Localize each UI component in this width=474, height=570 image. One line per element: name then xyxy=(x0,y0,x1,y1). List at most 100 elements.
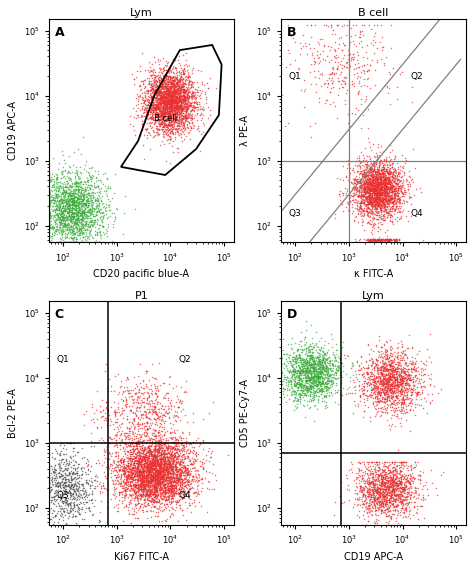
Point xyxy=(46,193,53,202)
Point xyxy=(156,119,164,128)
Point xyxy=(348,358,356,367)
Point xyxy=(189,66,196,75)
Point xyxy=(152,101,159,110)
Point xyxy=(85,495,92,504)
Point xyxy=(161,111,168,120)
Point xyxy=(172,95,179,104)
Point xyxy=(331,374,338,383)
Point xyxy=(182,60,190,69)
Point xyxy=(182,115,190,124)
Point xyxy=(201,474,209,483)
Point xyxy=(316,369,324,378)
Point xyxy=(338,82,346,91)
Point xyxy=(167,454,175,463)
Point xyxy=(360,225,367,234)
Point xyxy=(61,205,69,214)
Point xyxy=(322,362,329,371)
Point xyxy=(144,413,152,422)
Point xyxy=(68,480,75,489)
Point xyxy=(298,344,306,353)
Point xyxy=(109,238,117,247)
Point xyxy=(370,488,378,497)
Point xyxy=(181,92,188,101)
Point xyxy=(311,359,319,368)
Point xyxy=(365,508,373,517)
Point xyxy=(76,194,83,203)
Point xyxy=(380,374,388,383)
Point xyxy=(405,372,412,381)
Point xyxy=(389,182,396,191)
Point xyxy=(74,178,82,188)
Point xyxy=(54,478,62,487)
Point xyxy=(336,174,344,184)
Point xyxy=(376,225,383,234)
Point xyxy=(143,478,151,487)
Point xyxy=(161,92,168,101)
Point xyxy=(294,382,301,391)
Point xyxy=(374,374,382,383)
Point xyxy=(158,74,165,83)
Point xyxy=(80,176,88,185)
Point xyxy=(46,200,53,209)
Point xyxy=(78,214,85,223)
Point xyxy=(89,198,96,207)
Point xyxy=(296,389,303,398)
Point xyxy=(132,504,139,513)
Point xyxy=(114,468,121,477)
Point xyxy=(163,500,171,509)
Point xyxy=(158,410,166,420)
Point xyxy=(310,363,318,372)
Point xyxy=(366,197,374,206)
Point xyxy=(392,375,400,384)
Point xyxy=(335,77,342,86)
Point xyxy=(389,474,397,483)
Point xyxy=(361,490,369,499)
Point xyxy=(160,82,167,91)
Point xyxy=(89,205,96,214)
Point xyxy=(179,89,186,98)
Point xyxy=(381,394,388,404)
Point xyxy=(382,172,389,181)
Point xyxy=(83,233,91,242)
Point xyxy=(393,207,401,216)
Point xyxy=(176,85,183,94)
Point xyxy=(397,458,404,467)
Point xyxy=(141,462,149,471)
Point xyxy=(169,478,177,487)
Point xyxy=(175,85,183,94)
Point xyxy=(46,484,53,493)
Point xyxy=(168,447,176,457)
Point xyxy=(174,82,182,91)
Point xyxy=(382,378,390,387)
Point xyxy=(349,192,356,201)
Point xyxy=(402,461,410,470)
Point xyxy=(70,501,78,510)
Point xyxy=(171,78,178,87)
Point xyxy=(151,105,158,114)
Point xyxy=(401,406,408,416)
Point xyxy=(331,46,339,55)
Point xyxy=(359,169,367,178)
Point xyxy=(373,181,380,190)
Point xyxy=(388,475,396,484)
Point xyxy=(64,176,71,185)
Point xyxy=(362,177,370,186)
Point xyxy=(188,117,196,127)
Point xyxy=(137,470,145,479)
Point xyxy=(142,454,149,463)
Point xyxy=(72,210,80,219)
Point xyxy=(59,201,66,210)
Point xyxy=(379,479,387,488)
Point xyxy=(165,104,173,113)
Point xyxy=(136,92,143,101)
Point xyxy=(392,466,399,475)
Point xyxy=(323,368,331,377)
Point xyxy=(126,434,133,443)
Point xyxy=(138,459,146,469)
Point xyxy=(138,419,146,428)
Point xyxy=(141,502,148,511)
Point xyxy=(165,461,173,470)
Point xyxy=(284,340,292,349)
Point xyxy=(146,401,153,410)
Point xyxy=(379,173,387,182)
